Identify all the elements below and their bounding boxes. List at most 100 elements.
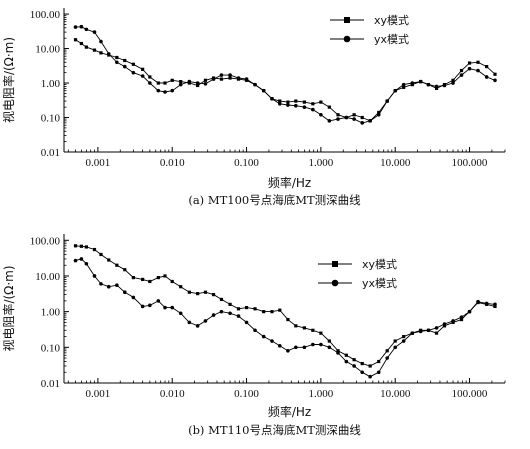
legend-label: xy模式 <box>374 14 409 27</box>
data-point <box>270 310 274 314</box>
data-point <box>92 30 97 34</box>
data-point <box>148 303 152 308</box>
data-point <box>123 58 127 63</box>
data-point <box>459 317 464 322</box>
legend-marker-square <box>332 261 338 267</box>
data-point <box>140 74 145 78</box>
data-point <box>122 290 127 295</box>
data-point <box>107 258 111 262</box>
data-point <box>360 115 364 120</box>
data-point <box>327 119 332 123</box>
data-point <box>302 105 307 109</box>
data-point <box>196 292 200 296</box>
data-point <box>302 345 307 350</box>
x-axis-title: 频率/Hz <box>268 404 311 419</box>
data-point <box>141 67 145 71</box>
data-point <box>294 324 298 328</box>
data-point <box>170 279 174 284</box>
x-tick-label: 0.100 <box>234 388 259 400</box>
data-point <box>401 339 406 343</box>
data-point <box>344 359 349 364</box>
x-tick-label: 0.100 <box>234 157 259 169</box>
data-point <box>401 82 406 87</box>
data-point <box>244 77 249 81</box>
data-point <box>262 310 266 314</box>
data-point <box>115 263 119 267</box>
series-yx <box>73 24 497 125</box>
data-point <box>393 345 398 350</box>
data-point <box>106 52 111 56</box>
data-point <box>360 370 365 375</box>
data-point <box>336 349 340 353</box>
data-point <box>360 361 364 366</box>
data-point <box>211 293 216 297</box>
data-point <box>377 359 381 364</box>
data-point <box>84 27 89 32</box>
y-axis-title: 视电阻率/(Ω·m) <box>1 265 16 351</box>
data-point <box>270 96 274 101</box>
data-point <box>286 317 290 322</box>
data-point <box>302 100 306 104</box>
legend-marker-circle <box>343 35 351 43</box>
data-point <box>99 51 103 55</box>
y-tick-label: 100.00 <box>30 9 61 21</box>
data-point <box>178 311 183 316</box>
data-point <box>344 115 349 120</box>
data-point <box>115 283 119 288</box>
data-point <box>459 68 464 73</box>
data-point <box>410 331 415 335</box>
data-point <box>123 268 127 272</box>
data-point <box>195 81 200 85</box>
data-point <box>442 83 447 88</box>
y-tick-label: 0.01 <box>41 147 60 159</box>
data-point <box>106 284 111 289</box>
data-point <box>451 78 455 82</box>
y-axis-title: 视电阻率/(Ω·m) <box>1 37 16 123</box>
data-point <box>352 358 356 362</box>
x-tick-label: 100.000 <box>452 388 488 400</box>
y-tick-label: 0.10 <box>41 342 61 354</box>
data-point <box>131 295 136 300</box>
data-point <box>253 328 257 333</box>
data-point <box>261 334 266 339</box>
data-point <box>115 55 119 60</box>
x-tick-label: 0.001 <box>86 157 111 169</box>
x-tick-label: 10.000 <box>380 157 411 169</box>
data-point <box>148 279 152 284</box>
data-point <box>426 82 431 87</box>
data-point <box>163 81 167 85</box>
data-point <box>493 72 497 76</box>
data-point <box>79 257 84 261</box>
data-point <box>426 328 431 333</box>
chart-panel-2: 0.001 0.010 0.100 1.000 10.000 100.000 0.01 0.1… <box>1 234 506 437</box>
x-tick-label: 10.000 <box>380 388 411 400</box>
data-point <box>253 307 257 311</box>
series-yx <box>73 257 497 379</box>
data-point <box>451 319 455 323</box>
data-point <box>368 364 372 368</box>
legend-label: yx模式 <box>362 277 397 290</box>
data-point <box>270 339 274 343</box>
data-point <box>294 99 298 103</box>
data-point <box>228 302 232 306</box>
data-point <box>203 82 208 86</box>
data-point <box>92 274 97 278</box>
data-point <box>99 39 103 44</box>
data-point <box>244 320 249 325</box>
data-point <box>327 345 332 350</box>
data-point <box>442 324 447 328</box>
data-point <box>311 107 315 112</box>
data-point <box>352 364 356 368</box>
data-point <box>451 81 455 85</box>
data-point <box>84 45 88 49</box>
data-point <box>336 351 340 355</box>
data-point <box>493 302 497 307</box>
x-tick-label: 1.000 <box>309 388 334 400</box>
data-point <box>73 25 78 29</box>
data-point <box>219 309 224 314</box>
data-point <box>253 82 257 87</box>
data-point <box>402 334 406 339</box>
data-point <box>311 328 315 332</box>
data-point <box>376 112 381 117</box>
data-point <box>203 290 208 294</box>
